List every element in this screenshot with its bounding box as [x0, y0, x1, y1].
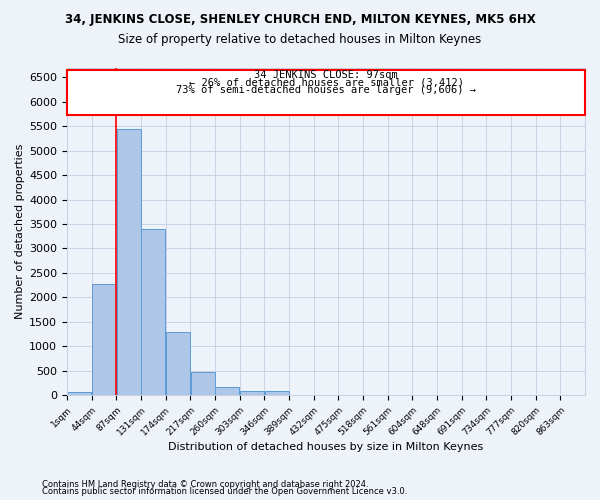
Bar — [67, 70, 585, 116]
Bar — [240, 391, 264, 395]
Bar — [92, 284, 116, 395]
Bar — [166, 332, 190, 395]
Y-axis label: Number of detached properties: Number of detached properties — [15, 144, 25, 319]
Text: Contains public sector information licensed under the Open Government Licence v3: Contains public sector information licen… — [42, 488, 407, 496]
X-axis label: Distribution of detached houses by size in Milton Keynes: Distribution of detached houses by size … — [169, 442, 484, 452]
Bar — [141, 229, 166, 395]
Bar — [191, 372, 215, 395]
Bar — [116, 128, 141, 395]
Text: Size of property relative to detached houses in Milton Keynes: Size of property relative to detached ho… — [118, 32, 482, 46]
Bar — [67, 392, 91, 395]
Bar — [265, 391, 289, 395]
Text: 34 JENKINS CLOSE: 97sqm: 34 JENKINS CLOSE: 97sqm — [254, 70, 398, 81]
Bar — [215, 388, 239, 395]
Text: 73% of semi-detached houses are larger (9,606) →: 73% of semi-detached houses are larger (… — [176, 86, 476, 96]
Text: ← 26% of detached houses are smaller (3,412): ← 26% of detached houses are smaller (3,… — [188, 78, 464, 88]
Text: 34, JENKINS CLOSE, SHENLEY CHURCH END, MILTON KEYNES, MK5 6HX: 34, JENKINS CLOSE, SHENLEY CHURCH END, M… — [65, 12, 535, 26]
Text: Contains HM Land Registry data © Crown copyright and database right 2024.: Contains HM Land Registry data © Crown c… — [42, 480, 368, 489]
